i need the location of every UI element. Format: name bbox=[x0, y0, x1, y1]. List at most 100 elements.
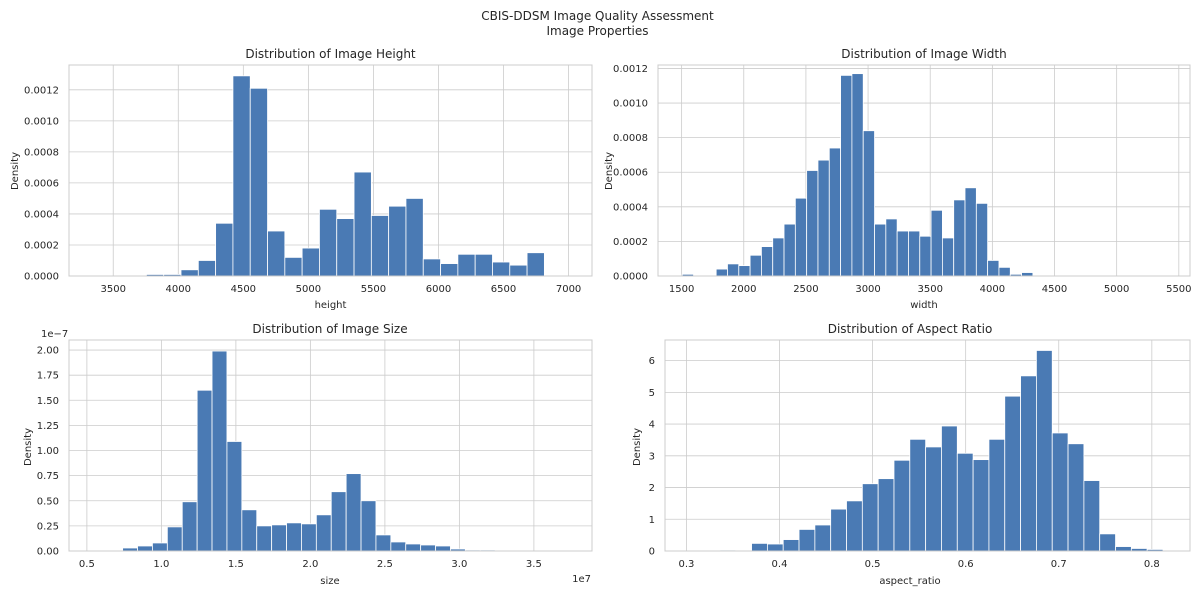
height-x-tick-label: 3500 bbox=[101, 284, 126, 295]
width-bar bbox=[806, 170, 819, 277]
width-bar bbox=[851, 73, 864, 277]
size-bar bbox=[196, 389, 213, 552]
width-y-tick-label: 0.0008 bbox=[613, 133, 648, 144]
height-x-tick-label: 4500 bbox=[231, 284, 256, 295]
aspect-ratio-bar bbox=[798, 529, 816, 552]
aspect-ratio-histogram-panel: Distribution of Aspect Ratio aspect_rati… bbox=[632, 322, 1191, 587]
width-bar bbox=[941, 237, 955, 277]
width-histogram-panel: Distribution of Image Width width Densit… bbox=[604, 47, 1192, 311]
height-bar bbox=[336, 218, 355, 277]
height-y-tick-label: 0.0000 bbox=[24, 272, 59, 283]
size-bar bbox=[390, 541, 407, 552]
size-x-tick-label: 3.0 bbox=[451, 559, 467, 570]
width-x-tick-label: 3000 bbox=[855, 284, 880, 295]
height-y-tick-label: 0.0004 bbox=[24, 209, 59, 220]
height-bar bbox=[180, 269, 199, 277]
width-bar bbox=[727, 263, 740, 277]
aspect-ratio-bar bbox=[782, 539, 800, 552]
aspect-ratio-bar bbox=[846, 500, 863, 552]
width-bar bbox=[953, 199, 966, 277]
width-y-tick-label: 0.0000 bbox=[613, 272, 648, 283]
width-bar bbox=[794, 197, 808, 277]
width-plot-frame bbox=[657, 64, 1191, 277]
aspect-ratio-x-tick-label: 0.5 bbox=[865, 559, 881, 570]
aspect-ratio-bar bbox=[893, 459, 911, 552]
size-x-offset-text: 1e7 bbox=[572, 574, 591, 585]
width-y-tick-label: 0.0002 bbox=[613, 237, 648, 248]
aspect-ratio-bar bbox=[972, 459, 990, 552]
width-bar bbox=[885, 218, 898, 277]
aspect-ratio-bar bbox=[861, 483, 879, 552]
width-x-tick-label: 2000 bbox=[731, 284, 756, 295]
width-bar bbox=[930, 209, 943, 277]
width-bar bbox=[874, 223, 887, 277]
size-y-tick-label: 0.75 bbox=[37, 471, 59, 482]
aspect-ratio-y-tick-label: 6 bbox=[649, 356, 655, 367]
width-x-axis-label: width bbox=[910, 300, 938, 311]
height-x-tick-label: 4000 bbox=[166, 284, 191, 295]
aspect-ratio-bars bbox=[719, 350, 1164, 552]
aspect-ratio-bar bbox=[1036, 350, 1053, 552]
width-bar bbox=[828, 147, 841, 277]
width-bars bbox=[681, 73, 1034, 277]
size-x-tick-label: 1.5 bbox=[228, 559, 244, 570]
aspect-ratio-plot-frame bbox=[664, 339, 1191, 552]
size-y-axis-label: Density bbox=[23, 428, 34, 466]
width-y-axis-label: Density bbox=[604, 152, 615, 190]
aspect-ratio-x-tick-label: 0.8 bbox=[1144, 559, 1160, 570]
width-bar bbox=[975, 202, 989, 277]
size-bar bbox=[330, 491, 347, 552]
height-bars bbox=[146, 75, 545, 277]
height-y-axis-label: Density bbox=[10, 152, 21, 190]
width-bar bbox=[862, 130, 875, 277]
height-y-tick-label: 0.0002 bbox=[24, 240, 59, 251]
height-bar bbox=[492, 261, 511, 277]
height-bar bbox=[509, 264, 528, 277]
size-bar bbox=[405, 543, 422, 552]
width-bar bbox=[817, 159, 830, 277]
size-bar bbox=[435, 545, 451, 552]
aspect-ratio-chart-title: Distribution of Aspect Ratio bbox=[828, 322, 993, 336]
height-x-tick-label: 5500 bbox=[361, 284, 386, 295]
size-y-tick-label: 2.00 bbox=[37, 346, 59, 357]
size-bar bbox=[271, 524, 287, 552]
aspect-ratio-bar bbox=[1115, 546, 1132, 552]
size-y-tick-label: 0.00 bbox=[37, 547, 59, 558]
size-x-tick-label: 1.0 bbox=[153, 559, 169, 570]
aspect-ratio-bar bbox=[877, 478, 895, 552]
aspect-ratio-bar bbox=[814, 524, 832, 552]
aspect-ratio-bar bbox=[988, 438, 1006, 552]
height-y-tick-label: 0.0010 bbox=[24, 116, 59, 127]
aspect-ratio-bar bbox=[925, 446, 942, 552]
size-x-axis-label: size bbox=[320, 576, 339, 587]
height-bar bbox=[388, 205, 407, 277]
height-bar bbox=[440, 263, 459, 277]
size-bar bbox=[211, 350, 228, 552]
width-y-tick-label: 0.0012 bbox=[613, 64, 648, 75]
width-x-tick-label: 5500 bbox=[1166, 284, 1191, 295]
height-bar bbox=[301, 247, 320, 277]
size-y-tick-label: 1.75 bbox=[37, 371, 59, 382]
size-x-tick-label: 2.5 bbox=[377, 559, 393, 570]
size-x-tick-label: 3.5 bbox=[526, 559, 542, 570]
height-bar bbox=[319, 208, 338, 277]
aspect-ratio-x-tick-label: 0.4 bbox=[772, 559, 788, 570]
size-bar bbox=[152, 542, 168, 552]
size-bar bbox=[315, 514, 332, 552]
aspect-ratio-bar bbox=[941, 425, 958, 552]
aspect-ratio-bar bbox=[1020, 375, 1037, 552]
size-x-tick-label: 2.0 bbox=[302, 559, 318, 570]
aspect-ratio-y-axis-label: Density bbox=[632, 428, 643, 466]
aspect-ratio-bar bbox=[1004, 395, 1021, 552]
height-y-tick-label: 0.0006 bbox=[24, 178, 59, 189]
width-bar bbox=[749, 254, 762, 277]
size-y-tick-label: 1.00 bbox=[37, 446, 59, 457]
height-y-tick-label: 0.0012 bbox=[24, 85, 59, 96]
suptitle-line2: Image Properties bbox=[546, 24, 648, 38]
size-bar bbox=[360, 500, 377, 552]
height-x-axis-label: height bbox=[315, 300, 347, 311]
aspect-ratio-bar bbox=[1067, 443, 1085, 552]
height-bar bbox=[284, 256, 303, 277]
size-plot-frame bbox=[68, 339, 593, 552]
